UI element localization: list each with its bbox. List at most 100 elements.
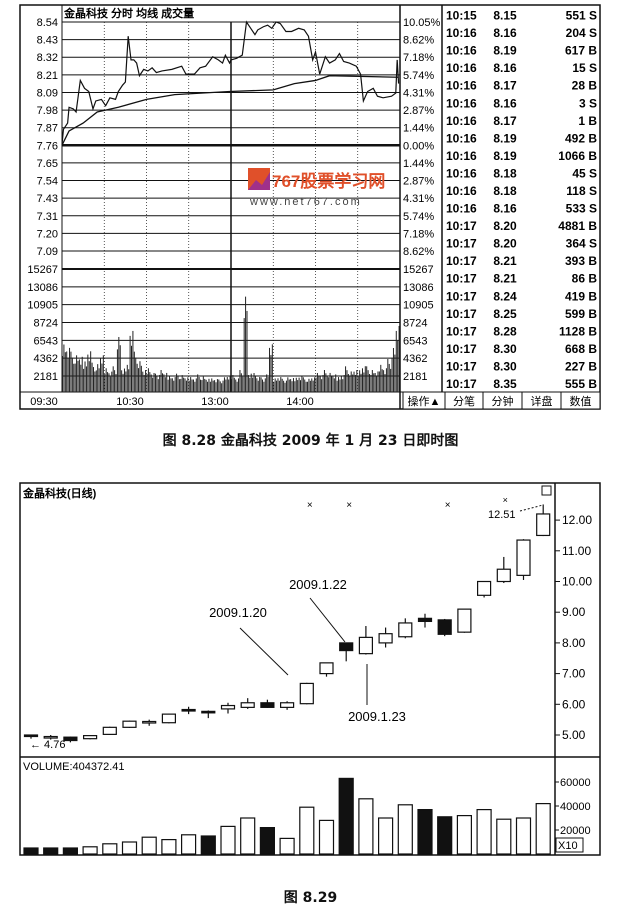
- time-tick-label: 14:00: [286, 396, 314, 408]
- watermark-logo-text: 767股票学习网: [272, 171, 385, 191]
- trade-time: 10:16: [446, 61, 477, 75]
- percent-tick-label: 5.74%: [403, 70, 434, 82]
- trade-volume: 1128 B: [559, 324, 597, 338]
- candle-body: [102, 726, 117, 735]
- trade-volume: 204 S: [566, 26, 597, 40]
- volume-bar: [181, 834, 197, 855]
- percent-tick-label: 2.87%: [403, 105, 434, 117]
- candle-body: [299, 682, 314, 705]
- volume-bar: [259, 826, 275, 855]
- percent-tick-label: 10.05%: [403, 17, 441, 29]
- candle-body: [319, 662, 334, 675]
- trade-time: 10:16: [446, 184, 477, 198]
- tab-label[interactable]: 分钟: [492, 394, 514, 408]
- volume-bar: [437, 816, 453, 855]
- tab-label[interactable]: 操作▲: [408, 394, 441, 408]
- trade-price: 8.30: [493, 342, 517, 356]
- tab-4[interactable]: [560, 391, 601, 410]
- volume-bar: [299, 806, 315, 855]
- candle-body: [457, 608, 472, 633]
- volume-tick-label: 2181: [34, 371, 58, 383]
- volume-bar: [456, 814, 472, 855]
- candle-body: [516, 539, 531, 576]
- trade-volume: 227 B: [565, 359, 597, 373]
- trade-volume: 668 B: [565, 342, 597, 356]
- price-tick-label: 8.54: [37, 17, 58, 29]
- candle-body: [378, 633, 393, 644]
- trade-time: 10:16: [446, 202, 477, 216]
- trade-price: 8.16: [493, 26, 517, 40]
- trade-volume: 45 S: [572, 166, 597, 180]
- trade-price: 8.17: [493, 79, 517, 93]
- trade-price: 8.20: [493, 237, 517, 251]
- trade-volume: 617 B: [565, 44, 597, 58]
- percent-tick-label: 1.44%: [403, 158, 434, 170]
- trade-volume: 28 B: [572, 79, 598, 93]
- candle-body: [220, 704, 236, 710]
- candle-body: [477, 580, 492, 596]
- volume-bar: [496, 818, 512, 855]
- trade-time: 10:16: [446, 131, 477, 145]
- trade-time: 10:17: [446, 219, 477, 233]
- window-toggle-icon[interactable]: [541, 485, 552, 496]
- volume-unit-box: [555, 837, 584, 853]
- percent-tick-label: 4.31%: [403, 193, 434, 205]
- trade-time: 10:17: [446, 272, 477, 286]
- volume-bar: [338, 777, 354, 855]
- volume-unit-label: X10: [558, 840, 578, 852]
- volume-tick-label-right: 13086: [403, 282, 434, 294]
- volume-bar: [279, 837, 295, 855]
- trade-time: 10:16: [446, 166, 477, 180]
- annotation-leader-line: [309, 597, 346, 643]
- trade-volume: 4881 B: [558, 219, 597, 233]
- price-tick-label: 8.43: [37, 35, 58, 47]
- price-tick-label: 8.32: [37, 52, 58, 64]
- trade-time: 10:16: [446, 149, 477, 163]
- trade-price: 8.25: [493, 307, 517, 321]
- trade-volume: 86 B: [572, 272, 598, 286]
- volume-tick-label: 40000: [560, 801, 591, 813]
- candle-body: [417, 617, 433, 623]
- candle-body: [536, 513, 551, 537]
- volume-tick-label: 13086: [27, 282, 58, 294]
- annotation-2009-1-22: 2009.1.22: [289, 577, 347, 592]
- trade-time: 10:16: [446, 44, 477, 58]
- candle-body: [240, 702, 255, 708]
- candle-body: [398, 622, 413, 638]
- intraday-chart: 金晶科技 分时 均线 成交量 8.54 10.05% 8.43 8.62% 8.32 7.1…: [19, 4, 601, 410]
- trade-price: 8.30: [493, 359, 517, 373]
- percent-tick-label: 7.18%: [403, 228, 434, 240]
- price-tick-label: 7.09: [37, 246, 58, 258]
- trade-volume: 15 S: [572, 61, 597, 75]
- candle-body: [260, 702, 275, 708]
- price-tick-label: 5.00: [562, 728, 586, 742]
- trade-volume: 551 S: [566, 9, 597, 23]
- trade-time: 10:17: [446, 307, 477, 321]
- volume-bar: [515, 817, 532, 855]
- tab-label[interactable]: 详盘: [531, 394, 553, 408]
- volume-tick-label: 10905: [27, 300, 58, 312]
- volume-bar: [417, 808, 433, 855]
- average-price-line: [61, 75, 399, 146]
- volume-tick-label-right: 15267: [403, 264, 434, 276]
- trade-volume: 419 B: [565, 289, 597, 303]
- trade-price: 8.35: [493, 377, 517, 391]
- marker-x: ×: [346, 500, 352, 511]
- percent-tick-label: 8.62%: [403, 246, 434, 258]
- candle-body: [280, 702, 295, 708]
- volume-tick-label-right: 8724: [403, 318, 427, 330]
- candle-body: [437, 619, 452, 635]
- trade-time: 10:16: [446, 114, 477, 128]
- high-price-arrow: [519, 504, 544, 512]
- percent-tick-label: 0.00%: [403, 140, 434, 152]
- tab-label[interactable]: 分笔: [453, 394, 475, 408]
- price-tick-label: 7.65: [37, 158, 58, 170]
- candle-body: [122, 720, 137, 728]
- price-tick-label: 11.00: [562, 544, 591, 558]
- trade-price: 8.19: [493, 131, 517, 145]
- tab-label[interactable]: 数值: [570, 395, 592, 408]
- volume-bar: [535, 802, 551, 855]
- chart-header: 金晶科技 分时 均线 成交量: [63, 6, 194, 20]
- trade-volume: 393 B: [565, 254, 597, 268]
- volume-bar: [102, 843, 118, 855]
